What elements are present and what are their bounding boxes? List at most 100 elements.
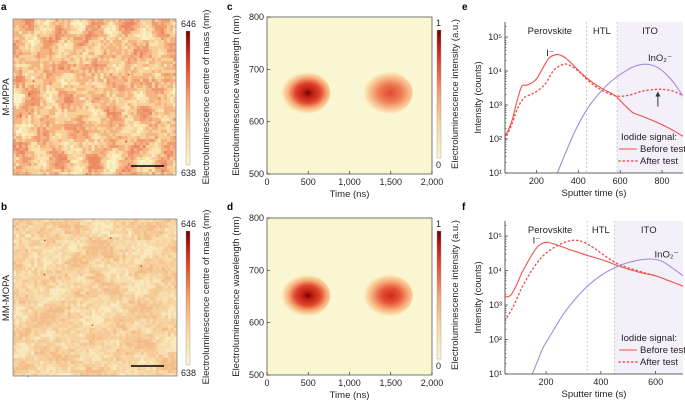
map-pixel xyxy=(52,339,56,344)
map-pixel xyxy=(157,31,162,35)
map-pixel xyxy=(157,112,162,116)
map-pixel xyxy=(115,55,119,59)
map-pixel xyxy=(70,279,75,283)
map-pixel xyxy=(139,166,144,170)
map-pixel xyxy=(116,363,120,368)
map-pixel xyxy=(76,321,81,325)
map-pixel xyxy=(55,22,59,26)
map-pixel xyxy=(67,67,71,71)
map-pixel xyxy=(91,282,96,286)
map-pixel xyxy=(151,133,156,137)
map-pixel xyxy=(160,88,165,92)
map-pixel xyxy=(13,342,17,347)
map-pixel xyxy=(28,136,32,140)
map-pixel xyxy=(145,121,150,125)
map-pixel xyxy=(25,276,29,280)
map-pixel xyxy=(109,37,113,41)
map-pixel xyxy=(82,133,86,137)
map-pixel xyxy=(85,118,89,122)
map-pixel xyxy=(121,145,125,149)
map-pixel xyxy=(91,31,95,35)
map-pixel xyxy=(131,231,135,235)
map-pixel xyxy=(22,279,26,283)
map-pixel xyxy=(163,121,168,125)
map-pixel xyxy=(163,151,168,155)
map-pixel xyxy=(58,288,62,292)
map-pixel xyxy=(31,97,35,101)
map-pixel xyxy=(49,291,53,295)
map-pixel xyxy=(82,237,87,241)
map-pixel xyxy=(22,109,26,113)
map-pixel xyxy=(55,76,59,80)
map-pixel xyxy=(58,267,62,271)
map-pixel xyxy=(16,121,20,125)
map-pixel xyxy=(113,372,117,377)
map-pixel xyxy=(109,127,113,131)
map-pixel xyxy=(37,276,41,280)
map-pixel xyxy=(37,166,41,170)
map-pixel xyxy=(58,285,62,289)
map-pixel xyxy=(110,369,114,374)
map-pixel xyxy=(67,61,71,65)
map-pixel xyxy=(160,148,165,152)
map-pixel xyxy=(34,166,38,170)
map-pixel xyxy=(70,321,75,325)
map-pixel xyxy=(19,55,23,59)
map-pixel xyxy=(142,25,147,29)
map-pixel xyxy=(37,342,41,347)
map-pixel xyxy=(131,303,135,307)
panel-letter-c: c xyxy=(227,2,233,13)
map-pixel xyxy=(46,237,50,241)
map-pixel xyxy=(67,330,72,335)
map-pixel xyxy=(13,252,17,256)
map-pixel xyxy=(40,112,44,116)
map-pixel xyxy=(67,139,71,143)
map-pixel xyxy=(119,270,123,274)
map-pixel xyxy=(112,22,116,26)
map-pixel xyxy=(95,300,99,304)
map-pixel xyxy=(104,327,108,332)
map-pixel xyxy=(46,31,50,35)
map-pixel xyxy=(52,225,56,229)
map-pixel xyxy=(46,264,50,268)
map-pixel xyxy=(46,372,50,377)
map-pixel xyxy=(61,22,65,26)
map-pixel xyxy=(131,267,135,271)
map-pixel xyxy=(88,136,92,140)
map-pixel xyxy=(95,351,99,356)
map-pixel xyxy=(37,291,41,295)
map-pixel xyxy=(169,118,174,122)
map-pixel xyxy=(34,300,38,304)
map-pixel xyxy=(55,166,59,170)
map-pixel xyxy=(49,228,53,232)
map-pixel xyxy=(121,154,125,158)
map-pixel xyxy=(101,357,105,362)
map-pixel xyxy=(64,219,68,223)
map-pixel xyxy=(109,145,113,149)
map-pixel xyxy=(70,366,75,371)
map-pixel xyxy=(136,106,141,110)
map-pixel xyxy=(61,264,65,268)
map-pixel xyxy=(172,154,177,158)
map-pixel xyxy=(82,85,86,89)
map-pixel xyxy=(163,64,168,68)
map-pixel xyxy=(28,85,32,89)
map-pixel xyxy=(85,315,90,319)
map-pixel xyxy=(130,70,135,74)
map-pixel xyxy=(22,261,26,265)
map-pixel xyxy=(148,94,153,98)
map-pixel xyxy=(19,70,23,74)
map-pixel xyxy=(49,264,53,268)
map-pixel xyxy=(55,234,59,238)
map-pixel xyxy=(85,225,90,229)
map-pixel xyxy=(19,139,23,143)
map-pixel xyxy=(139,64,144,68)
map-pixel xyxy=(151,52,156,56)
map-pixel xyxy=(79,231,84,235)
map-pixel xyxy=(16,321,20,325)
map-pixel xyxy=(46,288,50,292)
map-pixel xyxy=(37,255,41,259)
map-pixel xyxy=(31,258,35,262)
map-pixel xyxy=(88,240,93,244)
map-pixel xyxy=(34,330,38,335)
